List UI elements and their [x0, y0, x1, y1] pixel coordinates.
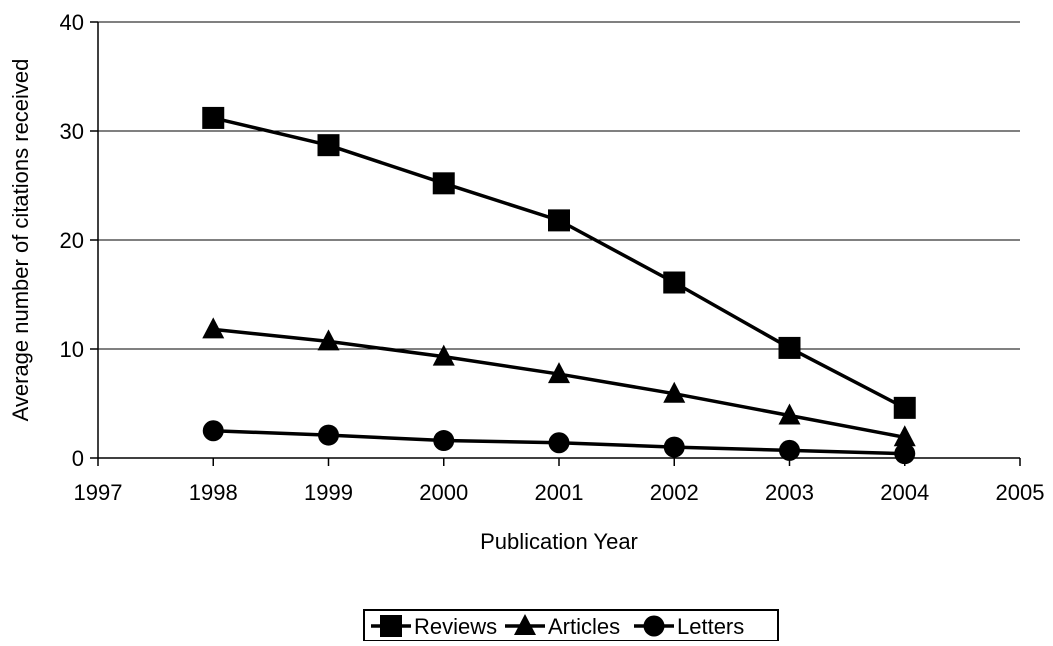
legend-item-articles: Articles: [505, 614, 620, 639]
data-point-articles: [432, 344, 455, 366]
x-axis-title: Publication Year: [480, 529, 638, 554]
y-tick-label: 40: [60, 10, 84, 35]
data-point-letters: [433, 430, 455, 452]
data-point-letters: [202, 420, 224, 442]
data-point-letters: [663, 436, 685, 458]
data-point-reviews: [317, 134, 340, 157]
legend-label: Reviews: [414, 614, 497, 639]
x-tick-label: 2004: [880, 480, 929, 505]
data-point-articles: [317, 329, 340, 351]
y-tick-label: 10: [60, 337, 84, 362]
legend-marker-square: [380, 615, 402, 637]
data-point-reviews: [778, 336, 801, 359]
series-line-articles: [213, 327, 906, 440]
x-tick-label: 2003: [765, 480, 814, 505]
legend-marker-triangle: [514, 614, 536, 635]
x-tick-label: 2002: [650, 480, 699, 505]
series-reviews: [202, 106, 916, 419]
data-point-articles: [548, 362, 570, 384]
x-tick-label: 2000: [419, 480, 468, 505]
data-point-reviews: [663, 271, 686, 294]
data-point-reviews: [548, 209, 570, 232]
y-tick-label: 0: [72, 446, 84, 471]
data-point-reviews: [202, 106, 225, 129]
data-point-letters: [779, 439, 800, 461]
legend: Reviews Articles Letters: [363, 609, 779, 642]
y-tick-label: 30: [60, 119, 84, 144]
axes: [90, 21, 1021, 466]
series-group: [202, 106, 916, 465]
data-point-articles: [893, 425, 916, 447]
data-point-articles: [663, 381, 686, 403]
x-tick-label: 1997: [74, 480, 123, 505]
tick-labels: 0 10 20 30 40 1997 1998 1999 2000 2001 2002 2003 200…: [60, 10, 1045, 505]
gridlines: [98, 21, 1020, 350]
legend-items: Reviews Articles Letters: [371, 614, 744, 639]
data-point-reviews: [432, 172, 455, 195]
legend-label: Articles: [548, 614, 620, 639]
data-point-reviews: [893, 396, 916, 419]
data-point-articles: [778, 403, 801, 425]
y-axis-title: Average number of citations received: [8, 59, 33, 422]
legend-item-letters: Letters: [634, 614, 744, 639]
legend-label: Letters: [677, 614, 744, 639]
x-tick-label: 2005: [996, 480, 1045, 505]
x-tick-label: 1998: [189, 480, 238, 505]
legend-marker-circle: [643, 615, 665, 637]
data-point-letters: [318, 424, 339, 446]
legend-item-reviews: Reviews: [371, 614, 497, 639]
series-articles: [202, 317, 916, 447]
data-point-articles: [202, 317, 225, 339]
series-letters: [202, 420, 916, 465]
x-tick-label: 1999: [304, 480, 353, 505]
data-point-letters: [894, 443, 916, 465]
x-tick-label: 2001: [535, 480, 584, 505]
y-tick-label: 20: [60, 228, 84, 253]
data-point-letters: [548, 432, 570, 454]
